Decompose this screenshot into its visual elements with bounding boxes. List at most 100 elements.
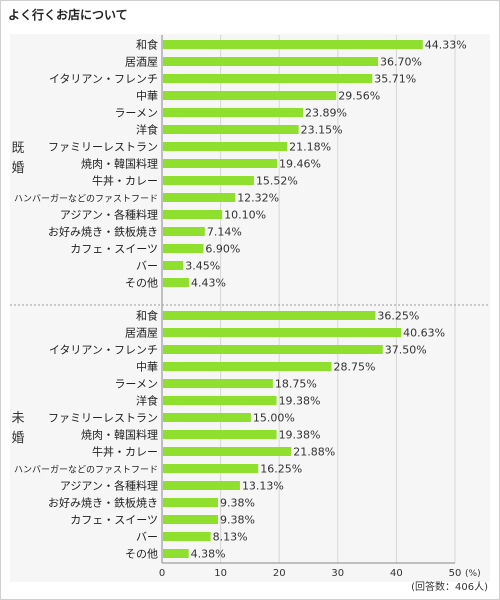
bar xyxy=(163,481,240,490)
bar xyxy=(163,515,218,524)
bar xyxy=(163,74,373,83)
value-label: 18.75% xyxy=(275,378,317,391)
category-label: 和食 xyxy=(136,38,158,52)
category-label: カフェ・スイーツ xyxy=(70,243,158,256)
bar xyxy=(163,142,288,151)
x-tick-label: 20 xyxy=(273,568,286,579)
bar xyxy=(163,328,402,337)
category-label: 焼肉・韓国料理 xyxy=(81,157,158,171)
x-unit-label: (%) xyxy=(465,569,481,579)
value-label: 36.25% xyxy=(377,310,419,323)
bar xyxy=(163,159,278,168)
category-label: その他 xyxy=(125,277,158,290)
category-label: 中華 xyxy=(136,90,158,103)
bar xyxy=(163,413,251,422)
bar xyxy=(163,447,292,456)
value-label: 23.89% xyxy=(305,107,347,120)
category-label: 居酒屋 xyxy=(125,327,158,340)
bar xyxy=(163,261,184,270)
value-label: 35.71% xyxy=(374,73,416,86)
bar xyxy=(163,379,273,388)
category-label: お好み焼き・鉄板焼き xyxy=(48,496,158,510)
category-label: ハンバーガーなどのファストフード xyxy=(14,465,158,476)
bar xyxy=(163,532,211,541)
value-label: 21.88% xyxy=(293,446,335,459)
bar xyxy=(163,57,379,66)
x-tick-label: 0 xyxy=(159,568,165,579)
bar xyxy=(163,345,383,354)
category-label: その他 xyxy=(125,548,158,561)
value-label: 16.25% xyxy=(260,463,302,476)
value-label: 6.90% xyxy=(205,243,240,256)
value-label: 9.38% xyxy=(220,497,255,510)
value-label: 15.52% xyxy=(256,175,298,188)
category-label: 洋食 xyxy=(136,394,158,408)
category-label: ハンバーガーなどのファストフード xyxy=(14,194,158,205)
value-label: 23.15% xyxy=(301,124,343,137)
category-label: イタリアン・フレンチ xyxy=(49,344,158,357)
category-label: 牛丼・カレー xyxy=(92,445,158,459)
bar xyxy=(163,311,376,320)
value-label: 4.43% xyxy=(191,277,226,290)
x-tick-label: 40 xyxy=(390,568,403,579)
category-label: バー xyxy=(136,260,158,273)
bar xyxy=(163,549,189,558)
category-label: 焼肉・韓国料理 xyxy=(81,428,158,442)
bar xyxy=(163,176,254,185)
category-label: アジアン・各種料理 xyxy=(60,208,158,222)
bar xyxy=(163,430,277,439)
category-label: カフェ・スイーツ xyxy=(70,514,158,527)
bar xyxy=(163,498,218,507)
bar xyxy=(163,278,189,287)
category-label: ラーメン xyxy=(114,107,158,120)
bar xyxy=(163,362,332,371)
value-label: 3.45% xyxy=(185,260,220,273)
bar xyxy=(163,40,423,49)
category-label: 洋食 xyxy=(136,123,158,137)
category-label: アジアン・各種料理 xyxy=(60,479,158,493)
bar xyxy=(163,227,205,236)
value-label: 44.33% xyxy=(425,39,467,52)
value-label: 9.38% xyxy=(220,514,255,527)
group-label: 未婚 xyxy=(11,411,24,446)
bar xyxy=(163,125,299,134)
bar xyxy=(163,464,259,473)
category-label: バー xyxy=(136,531,158,544)
value-label: 15.00% xyxy=(253,412,295,425)
category-label: イタリアン・フレンチ xyxy=(49,73,158,86)
value-label: 29.56% xyxy=(338,90,380,103)
value-label: 19.38% xyxy=(279,395,321,408)
value-label: 40.63% xyxy=(403,327,445,340)
respondents-note: (回答数：406人) xyxy=(411,580,488,593)
value-label: 19.46% xyxy=(279,158,321,171)
category-label: ラーメン xyxy=(114,378,158,391)
value-label: 10.10% xyxy=(224,209,266,222)
value-label: 12.32% xyxy=(237,192,279,205)
x-tick-label: 50 xyxy=(449,568,462,579)
value-label: 37.50% xyxy=(385,344,427,357)
bar xyxy=(163,210,223,219)
group-label: 既婚 xyxy=(11,141,24,176)
x-tick-label: 10 xyxy=(214,568,227,579)
value-label: 13.13% xyxy=(242,480,284,493)
value-label: 36.70% xyxy=(380,56,422,69)
category-label: ファミリーレストラン xyxy=(48,141,158,154)
category-label: 居酒屋 xyxy=(125,56,158,69)
bar xyxy=(163,244,204,253)
bar xyxy=(163,193,236,202)
bar xyxy=(163,396,277,405)
value-label: 19.38% xyxy=(279,429,321,442)
category-label: お好み焼き・鉄板焼き xyxy=(48,225,158,239)
bar xyxy=(163,91,337,100)
category-label: ファミリーレストラン xyxy=(48,412,158,425)
category-label: 牛丼・カレー xyxy=(92,174,158,188)
value-label: 7.14% xyxy=(207,226,242,239)
value-label: 21.18% xyxy=(289,141,331,154)
category-label: 中華 xyxy=(136,361,158,374)
value-label: 4.38% xyxy=(191,548,226,561)
x-tick-label: 30 xyxy=(331,568,344,579)
value-label: 8.13% xyxy=(213,531,248,544)
chart-title: よく行くお店について xyxy=(8,8,128,22)
bar xyxy=(163,108,303,117)
